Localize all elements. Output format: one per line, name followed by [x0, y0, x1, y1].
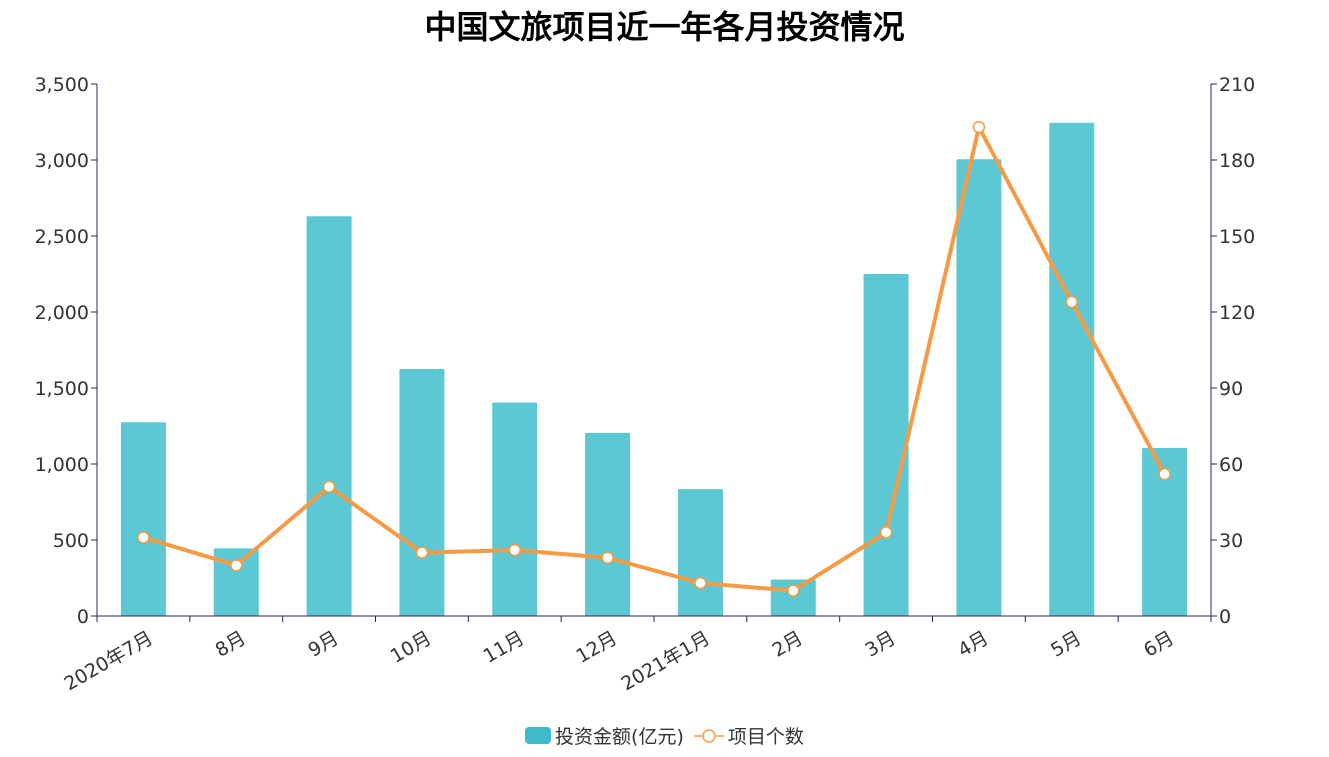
y-left-tick-label: 0 — [77, 606, 89, 628]
line-point — [230, 559, 243, 572]
y-left-tick-label: 1,000 — [35, 454, 89, 476]
line-point — [322, 480, 336, 494]
bar — [585, 432, 631, 616]
x-tick-label: 2月 — [769, 627, 807, 662]
x-tick-label: 3月 — [861, 627, 899, 662]
x-tick-label: 10月 — [387, 627, 435, 668]
line-point — [1065, 295, 1078, 309]
bar — [120, 422, 166, 616]
x-tick-label: 4月 — [954, 627, 992, 662]
y-right-tick-label: 150 — [1219, 226, 1255, 248]
legend-item-investment[interactable]: 投资金额(亿元) — [525, 722, 684, 749]
bar — [492, 402, 538, 616]
y-left-tick-label: 1,500 — [35, 378, 89, 400]
y-right-tick-label: 210 — [1219, 74, 1255, 96]
legend-label-investment: 投资金额(亿元) — [555, 726, 684, 748]
line-point — [1158, 467, 1171, 481]
y-right-tick-label: 60 — [1219, 454, 1243, 476]
bar — [399, 369, 445, 616]
legend-label-project-count: 项目个数 — [727, 726, 804, 748]
bar — [677, 489, 723, 616]
y-right-tick-label: 30 — [1219, 530, 1243, 552]
chart-title: 中国文旅项目近一年各月投资情况 — [424, 8, 905, 46]
line-point — [879, 526, 893, 539]
x-tick-label: 2020年7月 — [60, 627, 156, 695]
bar — [1049, 122, 1095, 616]
line-point — [508, 543, 521, 557]
y-left-tick-label: 500 — [53, 530, 89, 552]
line-path — [141, 125, 1167, 593]
y-left-tick-label: 2,000 — [35, 302, 89, 324]
y-left-tick-label: 2,500 — [35, 226, 89, 248]
line-point — [972, 120, 986, 134]
line-series — [137, 120, 1171, 597]
x-tick-label: 11月 — [480, 627, 528, 668]
y-right-tick-label: 120 — [1219, 302, 1255, 324]
bar — [863, 274, 909, 616]
legend: 投资金额(亿元) 项目个数 — [0, 722, 1329, 749]
bar — [213, 548, 259, 616]
x-tick-label: 9月 — [304, 627, 342, 662]
y-left-tick-label: 3,000 — [35, 150, 89, 172]
line-point — [601, 551, 614, 564]
line-point — [694, 576, 707, 590]
x-tick-label: 12月 — [572, 627, 620, 668]
bar — [306, 216, 352, 617]
x-tick-label: 6月 — [1140, 627, 1178, 662]
x-tick-label: 5月 — [1047, 627, 1085, 662]
line-point — [415, 546, 429, 559]
line-point — [787, 584, 800, 597]
y-left-tick-label: 3,500 — [35, 74, 89, 96]
legend-bar-swatch — [525, 727, 552, 744]
legend-item-project-count[interactable]: 项目个数 — [693, 722, 804, 749]
y-right-tick-label: 180 — [1219, 150, 1255, 172]
line-point — [137, 531, 150, 544]
x-tick-label: 2021年1月 — [617, 627, 713, 695]
y-right-tick-label: 90 — [1219, 378, 1243, 400]
x-tick-label: 8月 — [212, 627, 250, 662]
bar-series — [120, 122, 1188, 617]
y-right-tick-label: 0 — [1219, 606, 1231, 628]
bar — [1142, 448, 1188, 616]
bar — [956, 159, 1002, 617]
legend-line-swatch — [693, 729, 724, 743]
